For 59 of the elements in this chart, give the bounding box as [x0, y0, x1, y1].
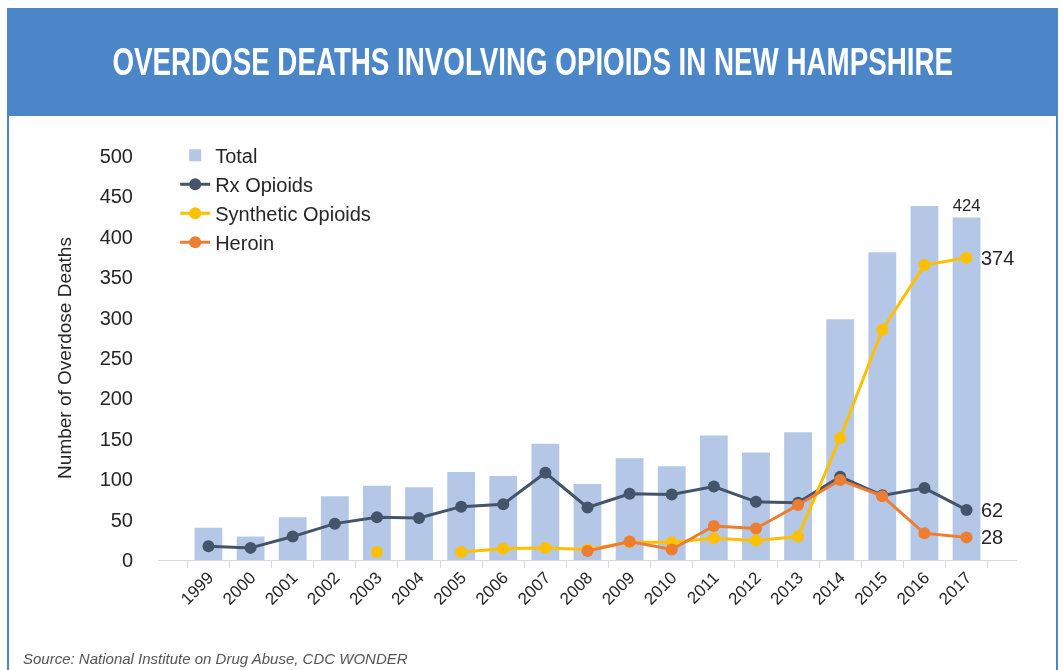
- point: [497, 498, 510, 511]
- point: [455, 545, 468, 558]
- point: [960, 531, 973, 544]
- data-label: 62: [981, 499, 1004, 521]
- y-tick-label: 500: [99, 145, 133, 167]
- point: [918, 259, 931, 272]
- point: [707, 480, 720, 493]
- legend-label: Total: [215, 145, 258, 168]
- point: [497, 542, 510, 555]
- point: [665, 543, 678, 556]
- title-banner: OVERDOSE DEATHS INVOLVING OPIOIDS IN NEW HAMPSHIRE: [7, 8, 1058, 116]
- chart-title: OVERDOSE DEATHS INVOLVING OPIOIDS IN NEW HAMPSHIRE: [112, 40, 953, 84]
- point: [581, 501, 594, 514]
- y-tick-label: 100: [99, 468, 133, 491]
- point: [834, 474, 847, 486]
- point: [539, 466, 552, 479]
- y-tick-label: 300: [99, 306, 133, 329]
- y-tick-label: 450: [99, 185, 133, 208]
- y-tick-label: 200: [99, 387, 133, 410]
- y-axis-title: Number of Overdose Deaths: [54, 237, 76, 479]
- y-tick-label: 400: [99, 225, 133, 248]
- point: [792, 530, 805, 543]
- point: [328, 517, 341, 530]
- point: [876, 323, 889, 336]
- y-tick-label: 50: [110, 508, 133, 531]
- bar: [320, 496, 349, 560]
- data-label: 424: [952, 196, 981, 216]
- bar: [952, 217, 981, 560]
- point: [918, 527, 931, 540]
- y-tick-label: 350: [99, 266, 133, 289]
- point: [623, 487, 636, 500]
- point: [413, 511, 426, 524]
- legend-label: Heroin: [215, 232, 275, 255]
- data-label: 28: [981, 526, 1004, 548]
- point: [707, 532, 720, 545]
- point: [665, 488, 678, 501]
- y-tick-label: 250: [99, 347, 133, 369]
- bar: [405, 487, 433, 560]
- bar: [910, 206, 939, 560]
- point: [960, 503, 973, 516]
- bar: [868, 252, 897, 560]
- y-tick-label: 150: [99, 427, 133, 450]
- point: [370, 545, 383, 558]
- point: [370, 511, 383, 524]
- point: [749, 495, 762, 508]
- point: [960, 251, 973, 264]
- point: [918, 482, 931, 495]
- point: [539, 541, 552, 554]
- point: [749, 522, 762, 535]
- source-note: Source: National Institute on Drug Abuse, CDC WONDER: [23, 650, 408, 667]
- data-label: 374: [981, 247, 1015, 269]
- point: [834, 431, 847, 444]
- legend-label: Synthetic Opioids: [215, 203, 371, 226]
- point: [455, 500, 468, 513]
- point: [749, 534, 762, 547]
- y-tick-label: 0: [121, 549, 133, 571]
- point: [707, 520, 720, 533]
- bar: [826, 319, 855, 560]
- legend-label: Rx Opioids: [215, 174, 313, 197]
